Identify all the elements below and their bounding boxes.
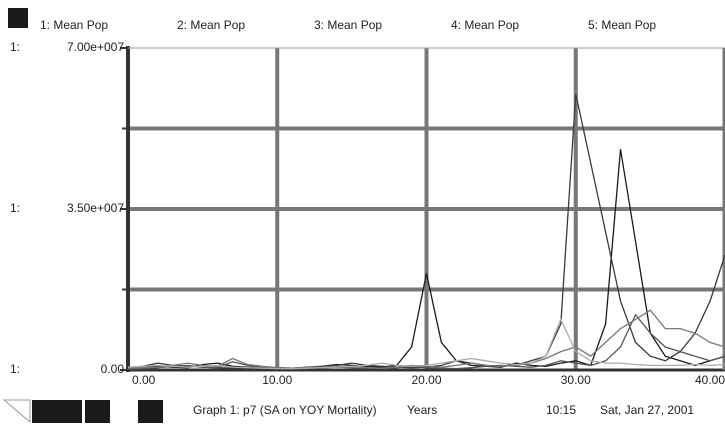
y-tick-label: 3.50e+007 [67, 201, 124, 215]
footer-icons [2, 399, 163, 424]
y-tick-label: 0.00 [101, 362, 125, 376]
legend-entry: 2: Mean Pop [177, 18, 245, 32]
series-line [127, 317, 725, 370]
y-axis-prefix: 1: [10, 40, 20, 54]
y-tick-label: 7.00e+007 [67, 40, 124, 54]
series-line [127, 313, 725, 370]
x-tick-label: 0.00 [132, 373, 156, 387]
x-tick-label: 40.00 [695, 373, 725, 387]
y-axis-prefix: 1: [10, 201, 20, 215]
legend-entry: 1: Mean Pop [40, 18, 108, 32]
x-tick-label: 10.00 [262, 373, 292, 387]
button[interactable] [32, 400, 82, 423]
button[interactable] [138, 400, 163, 423]
x-tick-label: 20.00 [411, 373, 441, 387]
time: 10:15 [546, 403, 576, 417]
series-line [127, 149, 725, 370]
y-axis-prefix: 1: [10, 362, 20, 376]
graph-title: Graph 1: p7 (SA on YOY Mortality) [193, 403, 377, 417]
legend-entry: 4: Mean Pop [451, 18, 519, 32]
x-tick-label: 30.00 [561, 373, 591, 387]
x-axis-label: Years [407, 403, 437, 417]
date: Sat, Jan 27, 2001 [600, 403, 694, 417]
legend-entry: 3: Mean Pop [314, 18, 382, 32]
page-corner [2, 399, 31, 424]
legend-icon [8, 8, 28, 28]
button[interactable] [85, 400, 110, 423]
series-line [127, 309, 725, 369]
legend-entry: 5: Mean Pop [588, 18, 656, 32]
